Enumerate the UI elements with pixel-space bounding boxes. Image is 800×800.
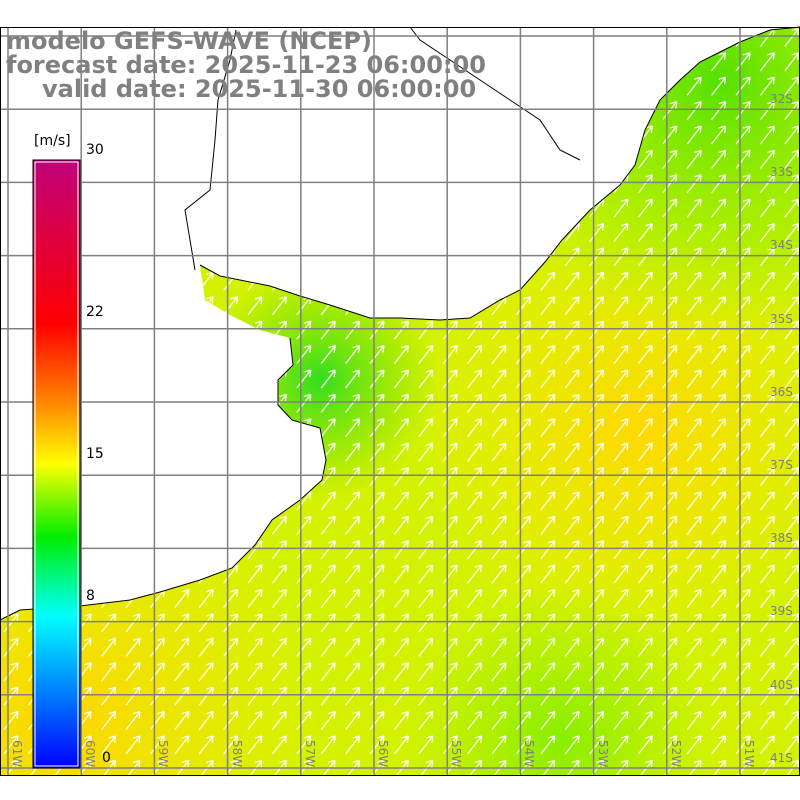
longitude-label: 54W [522,740,537,768]
colorbar-tick-label: 30 [86,142,104,158]
lat-lon-grid [0,27,800,775]
longitude-label: 58W [229,740,244,768]
colorbar-tick-label: 0 [102,750,111,766]
latitude-label: 36S [770,384,793,399]
wind-speed-field [0,27,800,775]
title-model: modelo GEFS-WAVE (NCEP) [6,27,372,55]
coastline [0,26,800,621]
latitude-label: 33S [770,165,793,180]
wind-arrows [0,27,800,775]
longitude-label: 57W [302,740,317,768]
longitude-label: 60W [83,740,98,768]
longitude-label: 53W [595,740,610,768]
colorbar-tick-label: 22 [86,304,104,321]
longitude-label: 51W [742,740,756,768]
latitude-label: 34S [770,238,793,253]
longitude-label: 52W [668,740,683,768]
latitude-label: 35S [770,311,793,326]
longitude-label: 55W [449,740,464,768]
longitude-label: 61W [10,740,24,768]
colorbar [32,159,81,769]
colorbar-unit: [m/s] [34,133,71,149]
longitude-label: 56W [376,740,390,768]
colorbar-tick-label: 8 [86,587,95,604]
latitude-label: 37S [770,458,793,472]
title-forecast-date: forecast date: 2025-11-23 06:00:00 [6,51,486,79]
latitude-label: 40S [770,677,793,692]
latitude-label: 39S [770,604,793,619]
latitude-label: 41S [770,750,793,765]
latitude-label: 38S [770,531,793,546]
longitude-label: 59W [156,740,171,768]
colorbar-tick-label: 15 [86,446,104,462]
latitude-label: 32S [770,92,793,106]
title-valid-date: valid date: 2025-11-30 06:00:00 [42,75,477,103]
colorbar-inner-border [34,161,79,767]
